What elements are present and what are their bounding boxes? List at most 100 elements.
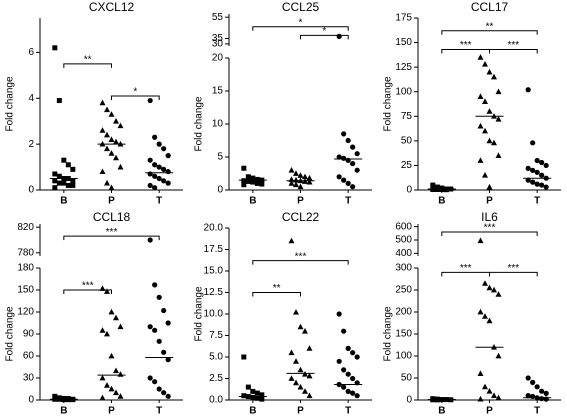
point	[491, 73, 497, 80]
point	[293, 379, 299, 386]
point	[161, 146, 167, 152]
point	[108, 308, 115, 315]
point	[495, 88, 502, 95]
y-tick-label: 120	[17, 307, 34, 318]
point	[539, 388, 545, 394]
x-tick-label: B	[60, 196, 67, 207]
x-tick-label: B	[249, 196, 256, 207]
significance-bracket	[63, 235, 160, 241]
point	[250, 175, 256, 181]
point	[350, 390, 356, 396]
y-tick-label: 500	[395, 235, 412, 246]
y-tick-label: 15.0	[204, 266, 224, 277]
point	[482, 383, 488, 390]
panel-title: CXCL12	[89, 0, 135, 14]
point	[306, 392, 313, 399]
point	[297, 172, 304, 178]
point	[525, 165, 531, 171]
point	[477, 157, 484, 163]
point	[108, 136, 115, 142]
y-tick-label: 100	[395, 86, 412, 97]
y-tick-label: 250	[395, 285, 412, 296]
point	[99, 99, 106, 106]
point	[530, 140, 536, 146]
point	[354, 151, 360, 157]
point	[543, 390, 549, 396]
point	[70, 178, 76, 184]
point	[156, 141, 162, 147]
point	[297, 383, 304, 390]
point	[350, 375, 356, 382]
point	[113, 154, 119, 161]
point	[152, 327, 158, 333]
point	[147, 182, 153, 189]
point	[99, 394, 106, 401]
point	[354, 354, 360, 360]
point	[70, 182, 76, 188]
significance-bracket	[441, 231, 538, 236]
y-tick-label: 30	[23, 373, 35, 384]
point	[165, 320, 171, 326]
y-tick-label: 10.0	[204, 309, 224, 320]
point	[336, 33, 342, 40]
x-tick-label: T	[156, 406, 162, 417]
significance-label: **	[486, 21, 494, 32]
point	[486, 137, 493, 144]
y-axis-label: Fold change	[383, 76, 394, 131]
point	[477, 93, 484, 100]
point	[491, 392, 497, 398]
point	[350, 184, 356, 190]
y-tick-label: 200	[395, 307, 412, 318]
y-axis-label: Fold change	[194, 96, 205, 151]
significance-label: *	[299, 17, 303, 28]
point	[534, 169, 540, 175]
panel-title: IL6	[481, 210, 498, 224]
significance-label: *	[322, 26, 326, 37]
point	[104, 382, 110, 388]
y-tick-label: 15	[212, 86, 224, 97]
point	[534, 157, 540, 164]
x-tick-label: T	[534, 196, 540, 207]
significance-bracket	[489, 48, 538, 54]
point	[52, 178, 58, 184]
significance-label: ***	[460, 263, 472, 274]
significance-bracket	[252, 26, 349, 31]
y-tick-label: 20.0	[204, 223, 224, 234]
y-tick-label: 2	[28, 139, 34, 150]
point	[477, 370, 484, 376]
x-tick-label: P	[297, 406, 304, 417]
point	[486, 68, 493, 75]
point	[161, 349, 167, 355]
x-tick-label: P	[486, 196, 493, 207]
point	[152, 173, 158, 179]
point	[56, 173, 62, 179]
point	[543, 162, 549, 169]
y-tick-label: 820	[17, 222, 34, 233]
significance-label: **	[273, 283, 281, 294]
point	[297, 323, 304, 330]
point	[491, 139, 497, 146]
point	[152, 282, 158, 288]
significance-label: ***	[106, 227, 118, 238]
point	[525, 87, 531, 93]
point	[539, 396, 545, 402]
point	[113, 138, 119, 145]
point	[259, 396, 265, 402]
significance-bracket	[441, 30, 538, 35]
point	[104, 131, 110, 138]
point	[152, 134, 158, 140]
point	[104, 330, 110, 337]
point	[147, 157, 153, 163]
point	[288, 167, 295, 173]
point	[245, 178, 251, 184]
panel: IL6 Fold change 0 50 100 150 200 250 300 400 500 60…	[383, 210, 561, 417]
point	[539, 172, 545, 178]
y-tick-label: 12.5	[204, 287, 224, 298]
point	[443, 187, 449, 193]
point	[477, 54, 484, 60]
point	[297, 366, 304, 373]
point	[350, 350, 356, 356]
point	[165, 357, 171, 363]
x-tick-label: P	[108, 196, 115, 207]
y-tick-label: 0.0	[209, 395, 223, 406]
